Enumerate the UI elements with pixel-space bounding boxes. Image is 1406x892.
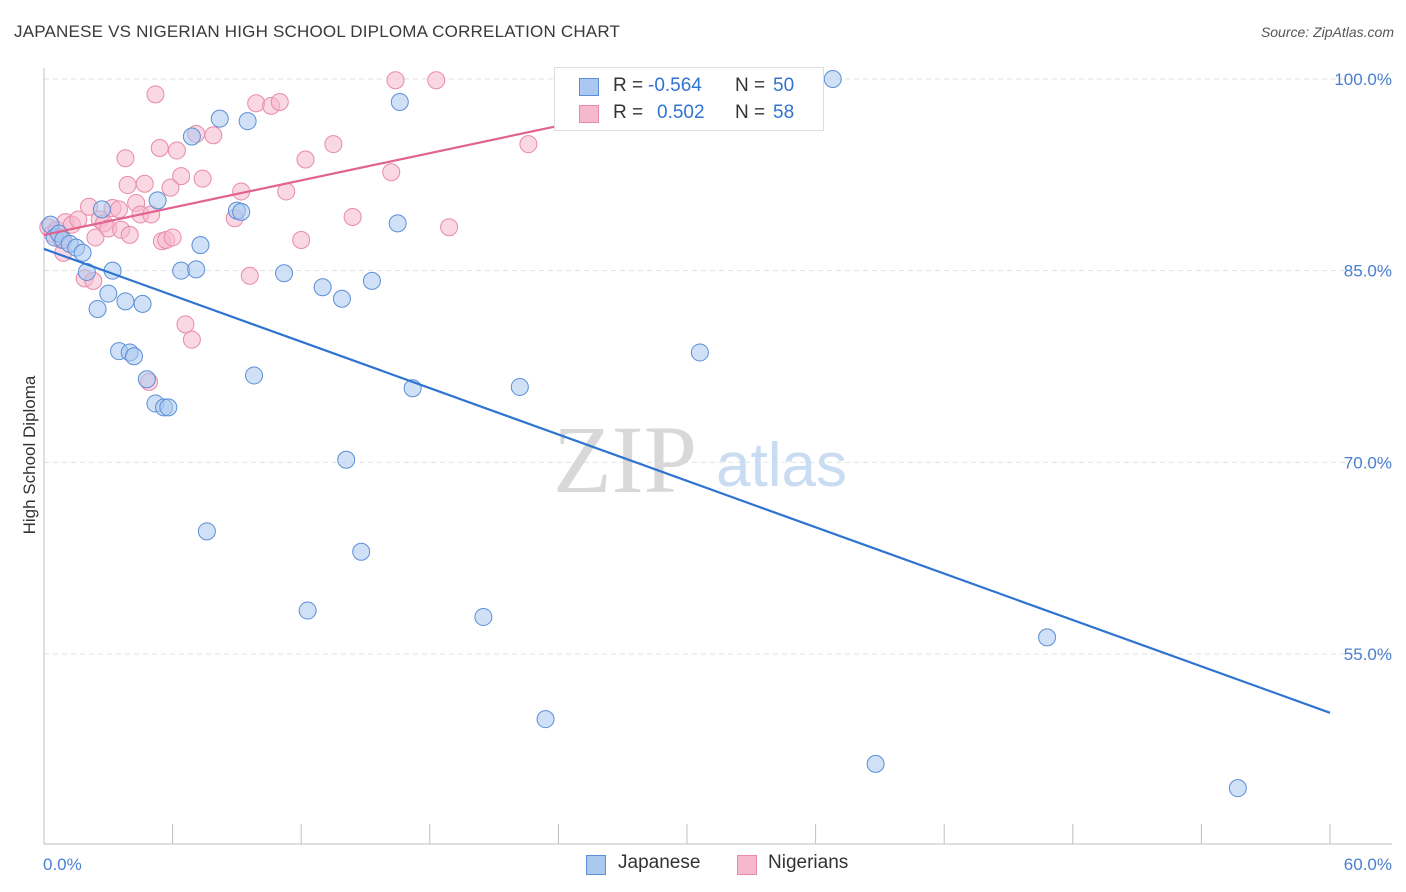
watermark: ZIP atlas bbox=[553, 406, 847, 513]
nigerian-point bbox=[204, 126, 223, 145]
japanese-point bbox=[245, 366, 264, 385]
japanese-point bbox=[352, 542, 371, 561]
legend-row-japanese: R = -0.564 N = 50 bbox=[555, 73, 823, 101]
nigerian-point bbox=[427, 71, 446, 90]
japanese-trend-line bbox=[43, 247, 1331, 714]
nigerian-point bbox=[440, 218, 459, 237]
japanese-point bbox=[88, 300, 107, 318]
nigerian-legend-label: Nigerians bbox=[768, 852, 849, 873]
nigerian-point bbox=[247, 94, 266, 113]
japanese-point bbox=[197, 522, 216, 541]
japanese-point bbox=[210, 109, 229, 128]
japanese-point bbox=[275, 264, 294, 283]
legend-row-nigerians: R = 0.502 N = 58 bbox=[555, 100, 823, 128]
japanese-point bbox=[99, 284, 118, 303]
japanese-point bbox=[866, 754, 885, 773]
y-tick-label: 100.0% bbox=[1334, 70, 1392, 89]
japanese-point bbox=[172, 261, 191, 280]
japanese-point bbox=[337, 450, 356, 469]
nigerian-point bbox=[135, 174, 154, 193]
japanese-point bbox=[187, 260, 206, 279]
japanese-point bbox=[313, 278, 332, 297]
nigerian-point bbox=[167, 141, 186, 160]
japanese-point bbox=[362, 271, 381, 290]
nigerian-swatch bbox=[579, 105, 599, 123]
nigerian-point bbox=[161, 178, 180, 197]
watermark-atlas: atlas bbox=[716, 431, 847, 500]
japanese-point bbox=[298, 601, 317, 620]
japanese-swatch bbox=[579, 78, 599, 96]
nigerian-point bbox=[116, 149, 135, 168]
japanese-point bbox=[1038, 628, 1057, 647]
nigerian-point bbox=[296, 150, 315, 169]
japanese-point bbox=[232, 202, 251, 221]
japanese-point bbox=[388, 214, 407, 233]
y-axis-label: High School Diploma bbox=[20, 375, 39, 534]
nigerian-point bbox=[519, 135, 538, 154]
japanese-point bbox=[159, 398, 178, 417]
japanese-point bbox=[137, 370, 156, 389]
n-label: N = bbox=[735, 102, 766, 123]
nigerian-point bbox=[146, 85, 165, 104]
japanese-point bbox=[474, 607, 493, 626]
r-label: R = bbox=[613, 75, 644, 96]
japanese-point bbox=[148, 191, 167, 210]
tick-labels: 55.0% 70.0% 85.0% 100.0% 0.0% 60.0% bbox=[43, 70, 1392, 874]
nigerian-point bbox=[193, 169, 212, 188]
japanese-point bbox=[125, 347, 144, 366]
japanese-point bbox=[73, 243, 92, 262]
nigerian-point bbox=[182, 330, 201, 349]
nigerian-legend-swatch bbox=[737, 855, 757, 875]
x-tick-label: 0.0% bbox=[43, 855, 82, 874]
japanese-point bbox=[1228, 779, 1247, 798]
japanese-point bbox=[191, 236, 210, 255]
nigerian-point bbox=[343, 208, 362, 226]
nigerian-point bbox=[118, 176, 137, 195]
nigerian-point bbox=[240, 266, 259, 285]
japanese-legend-swatch bbox=[586, 855, 606, 875]
axes bbox=[43, 68, 1392, 845]
japanese-legend-label: Japanese bbox=[618, 852, 701, 873]
r-value: 0.502 bbox=[657, 102, 705, 123]
japanese-point bbox=[332, 289, 351, 308]
nigerian-point bbox=[176, 315, 195, 334]
japanese-point bbox=[133, 294, 152, 313]
nigerian-point bbox=[270, 93, 289, 111]
y-tick-label: 85.0% bbox=[1344, 262, 1392, 281]
nigerian-point bbox=[86, 228, 105, 247]
r-label: R = bbox=[613, 102, 644, 123]
chart-title: JAPANESE VS NIGERIAN HIGH SCHOOL DIPLOMA… bbox=[14, 22, 621, 41]
trend-lines bbox=[43, 70, 1331, 714]
n-label: N = bbox=[735, 75, 766, 96]
japanese-point bbox=[238, 112, 257, 131]
n-value: 58 bbox=[773, 102, 795, 123]
japanese-point bbox=[116, 292, 135, 311]
nigerian-point bbox=[386, 71, 405, 90]
japanese-point bbox=[823, 70, 842, 88]
grid-lines bbox=[44, 78, 1392, 655]
nigerian-point bbox=[110, 200, 129, 219]
nigerian-point bbox=[324, 135, 343, 154]
japanese-point bbox=[536, 710, 555, 729]
nigerian-point bbox=[382, 163, 401, 182]
japanese-points bbox=[41, 70, 1247, 798]
nigerian-point bbox=[292, 231, 311, 249]
x-tick-label: 60.0% bbox=[1344, 855, 1392, 874]
japanese-point bbox=[510, 377, 529, 396]
japanese-point bbox=[92, 200, 111, 219]
n-value: 50 bbox=[773, 75, 795, 96]
nigerian-point bbox=[163, 228, 182, 247]
nigerian-point bbox=[172, 167, 191, 186]
stats-legend: R = -0.564 N = 50 R = 0.502 N = 58 bbox=[554, 67, 824, 131]
source-credit: Source: ZipAtlas.com bbox=[1260, 24, 1394, 40]
japanese-point bbox=[182, 127, 201, 146]
japanese-point bbox=[690, 343, 709, 362]
nigerian-point bbox=[120, 225, 139, 244]
y-tick-label: 55.0% bbox=[1344, 645, 1392, 664]
nigerian-point bbox=[150, 139, 169, 157]
japanese-point bbox=[390, 93, 409, 111]
r-value: -0.564 bbox=[648, 75, 702, 96]
y-tick-label: 70.0% bbox=[1344, 453, 1392, 472]
